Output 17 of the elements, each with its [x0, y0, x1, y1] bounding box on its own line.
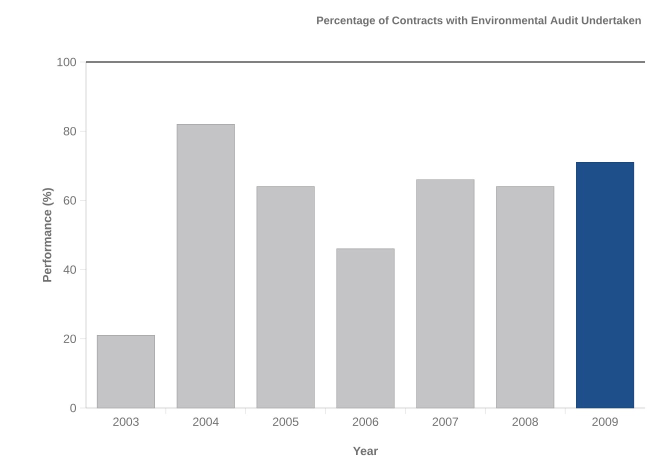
x-tick-label: 2007	[432, 418, 458, 426]
x-tick-label: 2003	[113, 418, 139, 426]
chart-title: Percentage of Contracts with Environmental Audit Undertaken	[317, 16, 641, 27]
x-tick-label: 2008	[512, 418, 538, 426]
x-tick-label: 2009	[592, 418, 618, 426]
y-tick-label: 80	[64, 126, 76, 136]
y-tick-label: 60	[64, 196, 76, 205]
y-axis-title: Performance (%)	[42, 188, 54, 282]
x-tick-label: 2004	[193, 418, 219, 426]
y-tick-label: 0	[70, 404, 76, 412]
bar	[576, 162, 634, 408]
x-tick-label: 2005	[272, 418, 298, 426]
y-tick-label: 40	[63, 265, 76, 274]
y-tick-label: 20	[64, 334, 76, 344]
x-tick-label: 2006	[352, 418, 378, 426]
x-axis-title: Year	[353, 446, 378, 456]
y-tick-label: 100	[57, 58, 76, 66]
